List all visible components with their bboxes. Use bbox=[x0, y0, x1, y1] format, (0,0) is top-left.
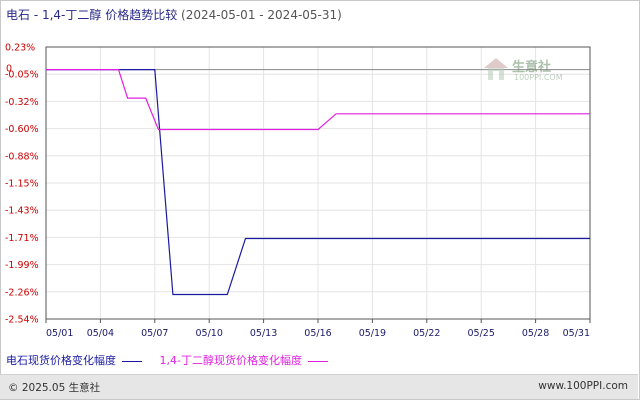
x-tick-label: 05/19 bbox=[359, 328, 386, 339]
plot-area-border bbox=[45, 46, 591, 320]
title-main: 电石 - 1,4-丁二醇 价格趋势比较 bbox=[6, 8, 178, 22]
site-link[interactable]: www.100PPI.com bbox=[538, 380, 628, 392]
watermark-url: 100PPI.COM bbox=[514, 73, 563, 82]
series-line-2 bbox=[46, 68, 590, 131]
title-date-range: (2024-05-01 - 2024-05-31) bbox=[181, 8, 342, 22]
y-axis-ticks: 0.23% -0.05% -0.32% -0.60% -0.88% -1.15% -1.43… bbox=[5, 43, 39, 326]
y-tick-label: -1.71% bbox=[5, 233, 39, 244]
y-tick-label: 0.23% bbox=[5, 43, 35, 54]
y-tick-label: -2.26% bbox=[5, 287, 39, 298]
watermark: 生意社 100PPI.COM bbox=[482, 56, 563, 86]
watermark-name: 生意社 bbox=[512, 60, 552, 75]
legend-label-series1: 电石现货价格变化幅度 bbox=[6, 354, 116, 367]
x-tick-label: 05/16 bbox=[304, 328, 331, 339]
x-tick-label: 05/31 bbox=[563, 328, 590, 339]
legend-swatch-series2 bbox=[307, 360, 328, 362]
x-tick-label: 05/13 bbox=[250, 328, 277, 339]
copyright-text: © 2025.05 生意社 bbox=[8, 382, 101, 394]
x-tick-label: 05/10 bbox=[196, 328, 223, 339]
x-tick-label: 05/28 bbox=[522, 328, 549, 339]
watermark-logo-icon bbox=[484, 58, 508, 80]
x-tick-label: 05/04 bbox=[87, 328, 114, 339]
chart-title: 电石 - 1,4-丁二醇 价格趋势比较 (2024-05-01 - 2024-0… bbox=[6, 6, 342, 23]
y-tick-label: -0.32% bbox=[5, 97, 39, 108]
y-tick-label: -1.99% bbox=[5, 260, 39, 271]
series-line-1 bbox=[46, 68, 590, 296]
y-tick-label: -2.54% bbox=[5, 315, 39, 326]
legend-item-series2: 1,4-丁二醇现货价格变化幅度 bbox=[160, 352, 328, 368]
zero-label: 0 bbox=[6, 64, 12, 75]
legend-swatch-series1 bbox=[122, 360, 142, 362]
footer: © 2025.05 生意社 www.100PPI.com bbox=[0, 374, 638, 399]
y-tick-label: -1.15% bbox=[5, 179, 39, 190]
legend: 电石现货价格变化幅度 1,4-丁二醇现货价格变化幅度 bbox=[6, 352, 342, 368]
x-tick-label: 05/07 bbox=[141, 328, 168, 339]
x-tick-label: 05/22 bbox=[413, 328, 440, 339]
legend-item-series1: 电石现货价格变化幅度 bbox=[6, 352, 142, 368]
series-lines bbox=[46, 68, 590, 296]
grid bbox=[46, 47, 590, 319]
legend-label-series2: 1,4-丁二醇现货价格变化幅度 bbox=[159, 354, 302, 367]
x-tick-label: 05/25 bbox=[468, 328, 495, 339]
x-tick-label: 05/01 bbox=[46, 328, 73, 339]
y-tick-label: -0.05% bbox=[5, 70, 39, 81]
x-axis-ticks: 05/01 05/04 05/07 05/10 05/13 05/16 05/19 05/22… bbox=[46, 328, 590, 339]
y-tick-label: -1.43% bbox=[5, 206, 39, 217]
y-tick-label: -0.60% bbox=[5, 124, 39, 135]
y-tick-label: -0.88% bbox=[5, 151, 39, 162]
